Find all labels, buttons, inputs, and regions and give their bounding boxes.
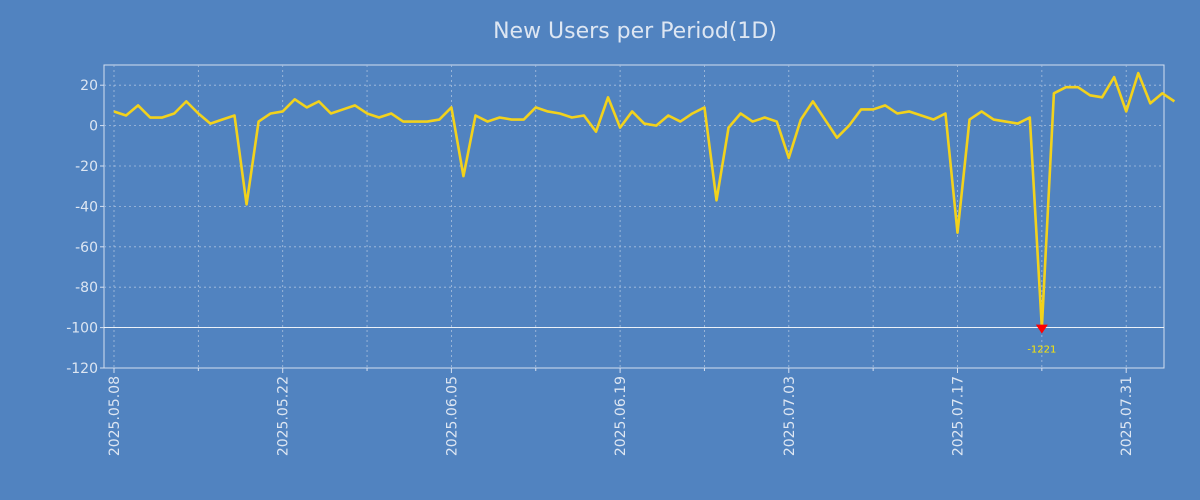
y-tick-label: -120: [66, 361, 98, 377]
outlier-marker: [1035, 324, 1048, 334]
y-tick-label: -80: [75, 280, 98, 296]
x-tick-label: 2025.05.08: [107, 376, 123, 456]
y-tick-label: -40: [75, 199, 98, 215]
plot-area: 20 0 -20 -40 -60 -80 -100 -120 2025.05.08 2025.05…: [66, 64, 1176, 456]
plot-frame: [103, 64, 1165, 369]
y-tick-label: -100: [66, 321, 98, 337]
y-tick-label: 20: [80, 78, 98, 94]
y-tick-label: -60: [75, 240, 98, 256]
y-tick-label: -20: [75, 159, 98, 175]
chart-title: New Users per Period(1D): [493, 19, 777, 44]
x-tick-label: 2025.06.19: [613, 376, 629, 456]
series-line: [113, 71, 1176, 329]
x-tick-label: 2025.07.31: [1119, 376, 1135, 456]
outlier-label: -1221: [1027, 345, 1056, 356]
y-tick-label: 0: [89, 119, 98, 135]
x-tick-label: 2025.07.03: [782, 376, 798, 456]
x-tick-label: 2025.07.17: [951, 376, 967, 456]
x-tick-label: 2025.05.22: [276, 376, 292, 456]
x-tick-label: 2025.06.05: [444, 376, 460, 456]
